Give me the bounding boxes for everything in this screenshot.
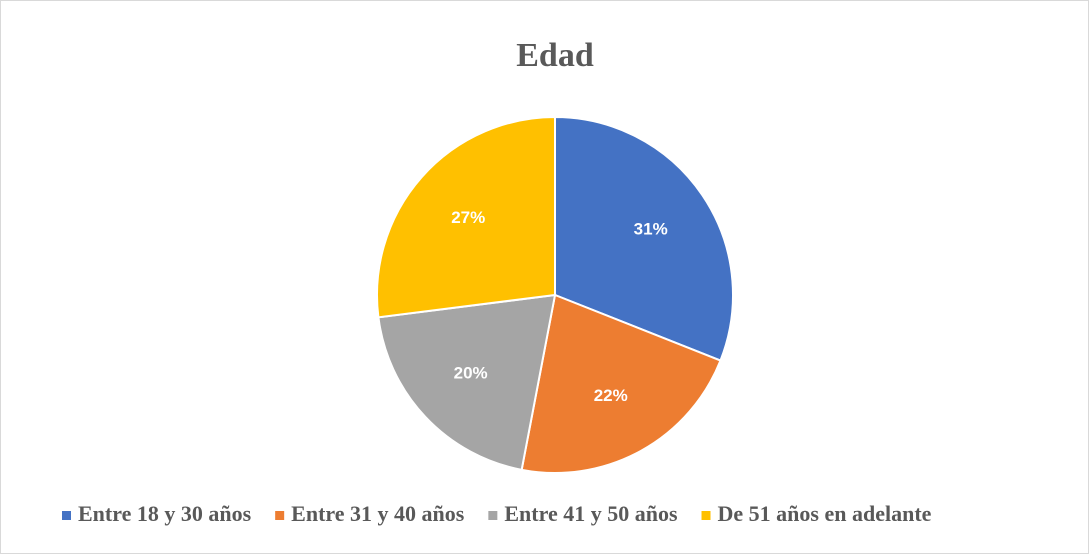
pie-slice: [376, 115, 556, 319]
data-label: 22%: [594, 386, 628, 405]
legend-swatch: [275, 511, 285, 520]
chart-title: Edad: [516, 37, 594, 74]
pie-slice: [554, 115, 734, 362]
pie-slice: [520, 293, 722, 474]
legend-swatch: [62, 511, 71, 520]
legend-swatch: [488, 511, 498, 520]
data-label: 31%: [634, 219, 668, 238]
legend-swatch: [701, 511, 711, 520]
pie-slice: [377, 293, 557, 472]
legend-label: Entre 41 y 50 años: [504, 501, 678, 526]
legend-label: Entre 31 y 40 años: [291, 501, 465, 526]
legend-label: De 51 años en adelante: [718, 501, 932, 526]
data-label: 27%: [451, 208, 485, 227]
legend-label: Entre 18 y 30 años: [78, 501, 252, 526]
data-label: 20%: [454, 364, 488, 383]
